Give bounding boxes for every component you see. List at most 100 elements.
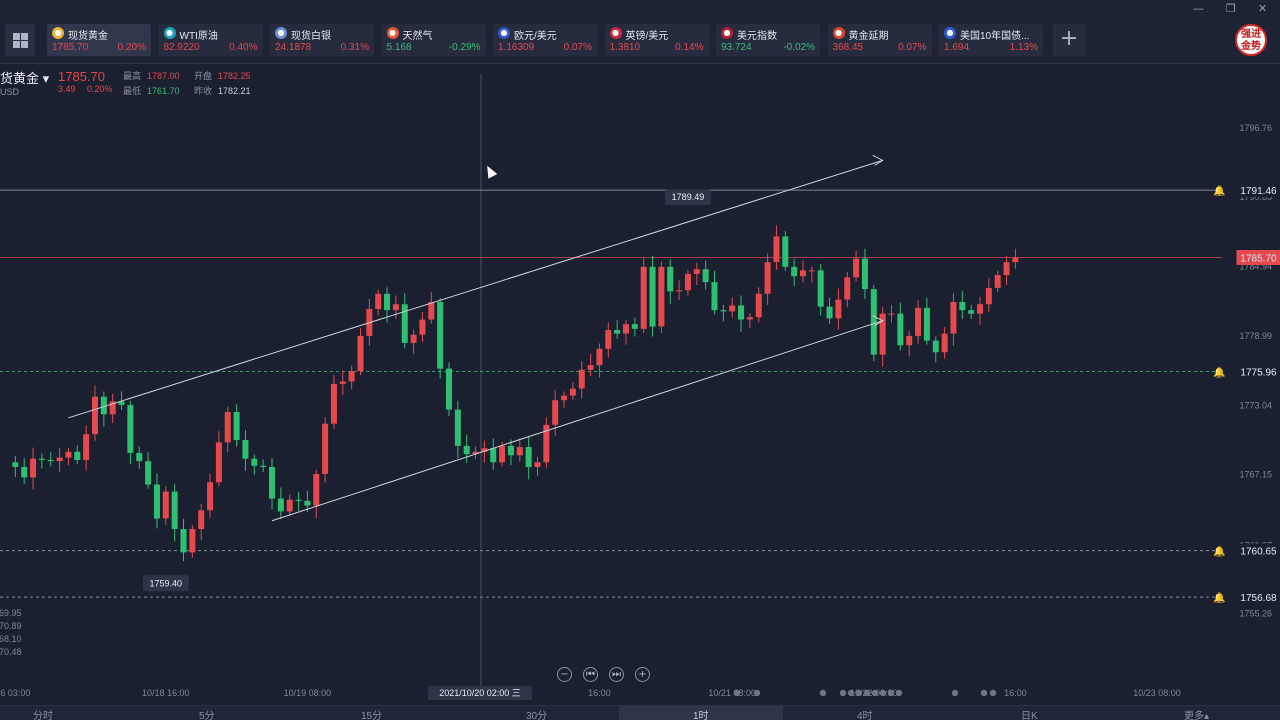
quote-change: 0.40%: [229, 42, 258, 53]
candle-body: [207, 482, 214, 511]
instrument-selector[interactable]: 货黄金 ▾: [0, 71, 50, 86]
event-marker-icon: [871, 689, 879, 697]
candle-body: [587, 365, 594, 370]
price-line-label-bg: [1237, 183, 1280, 198]
candlestick-chart[interactable]: 1796.76 1790.85 1784.94 1778.99 1773.04 1767.…: [0, 64, 1280, 704]
price-line-label-bg: [1237, 364, 1280, 379]
instrument-change: 3.49: [58, 84, 76, 94]
flag-uk-us-icon: ●: [609, 27, 622, 39]
minimize-button[interactable]: —: [1193, 2, 1204, 15]
candle-body: [109, 401, 116, 415]
candle-body: [879, 313, 886, 355]
candle-body: [516, 447, 523, 456]
candle-body: [215, 442, 222, 483]
y-tick-label: 1755.26: [1239, 609, 1272, 619]
y-tick-label: 1773.04: [1239, 401, 1272, 411]
y-tick-label: 1784.94: [1239, 261, 1272, 271]
candle-body: [684, 273, 691, 291]
timeframe-tab[interactable]: 30分: [526, 711, 548, 720]
quote-card[interactable]: ● 黄金延期 368.45 0.07%: [827, 24, 932, 56]
candle-body: [260, 465, 267, 467]
quote-name: 欧元/美元: [514, 31, 557, 42]
left-axis-label: 68.10: [0, 634, 22, 644]
candle-body: [428, 301, 435, 320]
candle-body: [702, 269, 709, 283]
candle-body: [92, 396, 98, 435]
crosshair-time-bg: [428, 686, 532, 700]
quote-card[interactable]: ● WTI原油 82.9220 0.40%: [158, 24, 263, 56]
channel-upper-line: [68, 159, 883, 419]
quote-card[interactable]: ● 现货黄金 1785.70 0.20%: [47, 24, 151, 56]
candle-body: [56, 457, 63, 462]
timeframe-tab[interactable]: 5分: [199, 711, 215, 720]
y-tick-label: 1767.15: [1239, 470, 1272, 480]
add-quote-button[interactable]: +: [1053, 24, 1085, 56]
candle-body: [38, 458, 45, 460]
candle-body: [667, 266, 674, 292]
x-tick-label: 16:00: [1004, 688, 1027, 698]
timeframe-tab[interactable]: 更多▴: [1184, 711, 1210, 720]
restore-button[interactable]: ❐: [1226, 2, 1236, 15]
quote-change: 0.20%: [117, 42, 146, 53]
candle-body: [100, 396, 107, 415]
timeframe-tab[interactable]: 15分: [361, 711, 383, 720]
arrow-icon: [872, 315, 884, 327]
quote-change: -0.02%: [783, 42, 815, 53]
y-tick-label: 1796.76: [1239, 123, 1272, 133]
candle-body: [118, 401, 125, 405]
grid-menu-icon[interactable]: [5, 24, 35, 56]
candle-body: [773, 236, 780, 263]
candle-body: [791, 266, 798, 277]
scroll-end-button[interactable]: ⏭: [609, 667, 624, 682]
candle-body: [693, 269, 700, 274]
candle-body: [800, 270, 806, 277]
zoom-in-button[interactable]: +: [635, 667, 650, 682]
low-stat: 最低 1761.70: [123, 86, 180, 96]
candle-body: [224, 411, 231, 443]
quote-price: 5.168: [386, 42, 412, 53]
quote-change: 1.13%: [1009, 42, 1038, 53]
instrument-unit: USD: [0, 87, 20, 97]
left-axis-label: 69.95: [0, 608, 22, 618]
timeframe-tab[interactable]: 4时: [857, 711, 873, 720]
candle-body: [472, 451, 479, 455]
candle-body: [322, 423, 329, 474]
candle-body: [720, 310, 727, 312]
candle-body: [277, 498, 284, 512]
candle-body: [994, 275, 1001, 288]
price-line-label-bg: [1237, 543, 1280, 558]
x-tick-label: 16:00: [588, 688, 611, 698]
event-marker-icon: [863, 689, 871, 697]
price-line-label: 1785.70: [1240, 253, 1277, 264]
quote-card[interactable]: ● 美国10年国债... 1.694 1.13%: [939, 24, 1043, 56]
quote-card[interactable]: ● 英镑/美元 1.3810 0.14%: [604, 24, 709, 56]
close-button[interactable]: ✕: [1258, 2, 1268, 15]
candle-body: [614, 330, 621, 334]
candle-body: [437, 301, 444, 369]
candle-body: [375, 293, 382, 309]
price-line-label: 1756.68: [1240, 593, 1277, 604]
quote-card[interactable]: ● 天然气 5.168 -0.29%: [381, 24, 486, 56]
quote-card[interactable]: ● 现货白银 24.1878 0.31%: [270, 24, 374, 56]
candle-body: [348, 371, 355, 382]
quote-change: 0.07%: [898, 42, 927, 53]
candle-body: [764, 262, 771, 294]
quote-card[interactable]: ● 欧元/美元 1.16309 0.07%: [493, 24, 597, 56]
candle-body: [835, 299, 842, 319]
quote-name: 美元指数: [737, 31, 777, 42]
candle-body: [269, 466, 275, 499]
candle-body: [711, 282, 718, 311]
scroll-start-button[interactable]: ⏮: [583, 667, 598, 682]
candle-body: [897, 313, 904, 346]
high-stat: 最高 1787.00: [123, 71, 180, 81]
timeframe-tab[interactable]: 1时: [693, 711, 709, 720]
quote-change: -0.29%: [448, 42, 481, 53]
candle-body: [198, 510, 205, 529]
timeframe-tab[interactable]: 分时: [33, 711, 53, 720]
zoom-out-button[interactable]: −: [557, 667, 572, 682]
event-marker-icon: [989, 689, 997, 697]
candle-body: [817, 270, 824, 307]
quote-card[interactable]: ● 美元指数 93.724 -0.02%: [716, 24, 820, 56]
timeframe-tab[interactable]: 日K: [1021, 711, 1038, 720]
candle-body: [932, 340, 939, 353]
